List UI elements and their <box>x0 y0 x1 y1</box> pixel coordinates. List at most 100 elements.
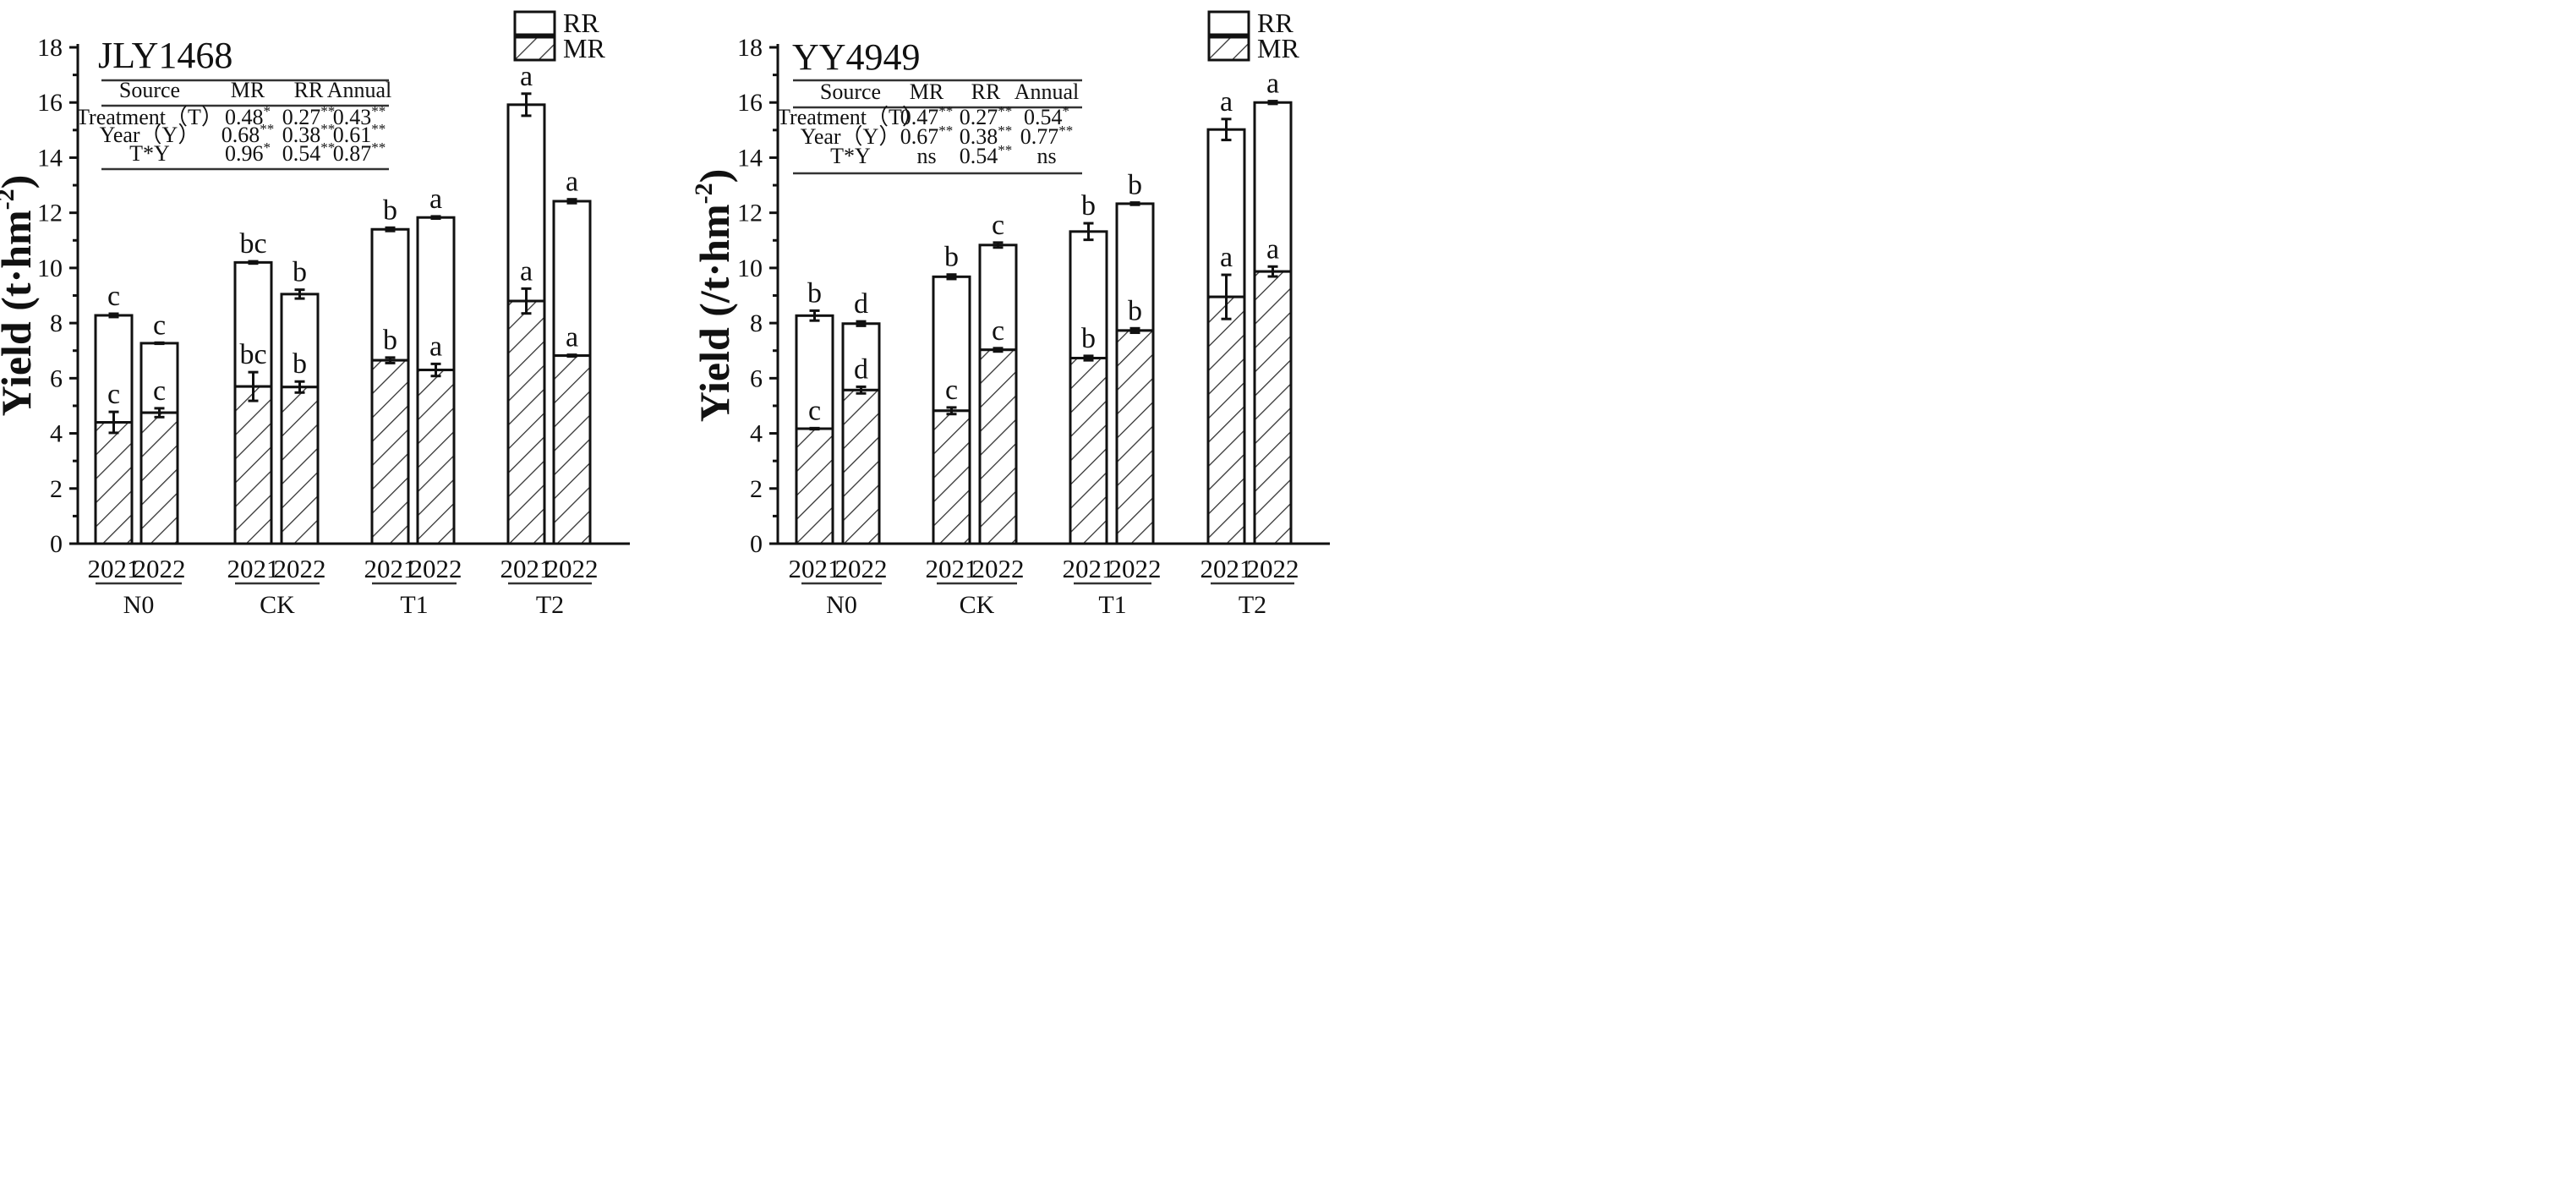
bar-mr-segment <box>1069 357 1108 545</box>
y-tick-label: 14 <box>737 144 763 172</box>
y-tick-label: 2 <box>50 475 63 503</box>
error-bar-mr <box>294 380 305 394</box>
error-bar-rr <box>1267 100 1278 106</box>
x-tick-label: 2022 <box>972 554 1025 583</box>
legend-swatch-rr <box>1207 10 1250 36</box>
y-axis-label: Yield (t·hm-2) <box>0 175 40 417</box>
x-tick-label: 2022 <box>835 554 888 583</box>
y-tick-label: 10 <box>737 254 763 282</box>
x-tick-label: 2022 <box>134 554 186 583</box>
error-bar-mr <box>1221 273 1232 320</box>
y-tick-label: 8 <box>750 309 763 337</box>
bar-mr-segment <box>1253 270 1293 545</box>
table-value-cell: 0.67** <box>900 123 954 149</box>
bar-mr-segment <box>233 385 273 545</box>
bar-rr-segment <box>795 314 834 430</box>
error-bar-rr <box>108 312 119 319</box>
table-value-cell: 0.54* <box>1024 103 1069 129</box>
group-label: CK <box>260 591 295 619</box>
bar-mr-segment <box>280 386 320 545</box>
significance-letter-mr: b <box>1081 323 1096 354</box>
error-bar-mr <box>856 385 867 395</box>
bar-mr-segment <box>795 427 834 545</box>
bar-mr-segment <box>506 299 546 545</box>
x-tick-label: 2021 <box>364 554 417 583</box>
table-value-cell: ns <box>1036 144 1056 168</box>
group-label: CK <box>960 591 995 619</box>
significance-letter-rr: c <box>107 281 120 312</box>
significance-letter-mr: c <box>107 379 120 410</box>
group-label: N0 <box>826 591 857 619</box>
significance-letter-rr: b <box>807 277 822 309</box>
error-bar-rr <box>809 309 820 322</box>
error-bar-rr <box>294 288 305 300</box>
x-tick-label: 2021 <box>1200 554 1253 583</box>
bar-mr-segment <box>370 358 410 545</box>
significance-letter-rr: bc <box>239 228 266 260</box>
table-value-cell: ns <box>916 144 936 168</box>
y-tick-label: 16 <box>737 89 763 117</box>
error-bar-mr <box>1129 326 1140 335</box>
significance-letter-mr: c <box>153 375 166 407</box>
y-tick-label: 8 <box>50 309 63 337</box>
table-value-cell: 0.77** <box>1020 123 1074 149</box>
bar-rr-segment <box>1206 128 1246 298</box>
table-row-label: T*Y <box>830 144 871 168</box>
bar-rr-segment <box>139 342 179 414</box>
table-value-cell: 0.43** <box>333 103 386 129</box>
group-label: T2 <box>536 591 564 619</box>
bar-rr-segment <box>506 103 546 303</box>
chart-title: JLY1468 <box>98 35 232 76</box>
table-header-cell: MR <box>910 79 944 104</box>
error-bar-rr <box>993 241 1004 249</box>
significance-letter-mr: bc <box>239 339 266 370</box>
x-tick-label: 2022 <box>410 554 462 583</box>
significance-letter-mr: d <box>854 353 868 385</box>
table-header-cell: Annual <box>327 78 392 102</box>
bar-mr-segment <box>552 354 592 545</box>
significance-letter-rr: a <box>1220 86 1233 118</box>
error-bar-rr <box>566 198 577 205</box>
y-tick-label: 14 <box>37 144 63 172</box>
y-tick-label: 18 <box>37 34 63 62</box>
table-row-label: T*Y <box>129 141 170 166</box>
error-bar-rr <box>856 320 867 327</box>
bar-mr-segment <box>94 421 134 545</box>
group-label: N0 <box>123 591 155 619</box>
y-tick-label: 10 <box>37 254 63 282</box>
x-tick-label: 2021 <box>88 554 140 583</box>
error-bar-mr <box>521 287 532 315</box>
significance-letter-mr: c <box>945 375 958 406</box>
error-bar-mr <box>248 370 259 402</box>
significance-letter-rr: b <box>383 194 397 226</box>
significance-letter-mr: c <box>992 315 1004 347</box>
significance-letter-rr: b <box>944 242 959 273</box>
x-tick-label: 2021 <box>926 554 978 583</box>
y-axis-label: Yield (/t·hm-2) <box>690 169 738 423</box>
error-bar-mr <box>946 406 957 416</box>
table-header-cell: RR <box>971 79 1001 104</box>
significance-letter-mr: a <box>520 255 533 287</box>
legend-swatch-mr <box>513 36 556 62</box>
table-value-cell: 0.68** <box>222 121 275 147</box>
significance-letter-mr: a <box>429 331 442 362</box>
group-label: T1 <box>400 591 428 619</box>
y-tick-label: 18 <box>737 34 763 62</box>
bar-mr-segment <box>841 388 881 545</box>
significance-letter-mr: a <box>566 322 578 353</box>
table-row-label: Year（Y） <box>100 123 200 147</box>
stats-table: Source MR RR Annual Treatment（T）0.47** 0.27**… <box>777 79 1082 175</box>
table-value-cell: 0.54** <box>282 140 336 166</box>
legend-label-rr: RR <box>1257 8 1293 38</box>
table-value-cell: 0.87** <box>333 140 386 166</box>
x-tick-label: 2021 <box>789 554 841 583</box>
table-row-label: Treatment（T） <box>76 105 223 129</box>
significance-letter-rr: a <box>1266 68 1279 100</box>
table-header-cell: RR <box>294 78 324 102</box>
y-tick-label: 2 <box>750 475 763 503</box>
y-tick-label: 4 <box>50 420 63 448</box>
significance-letter-rr: b <box>1128 170 1142 201</box>
